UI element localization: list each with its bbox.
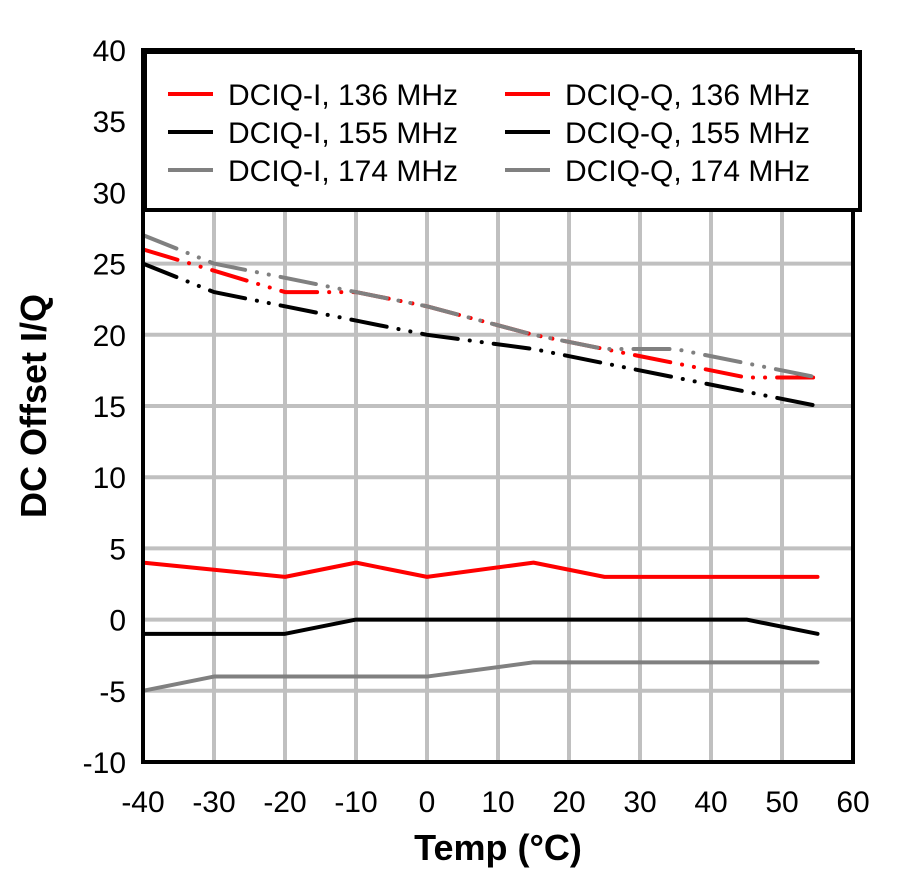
legend-label: DCIQ-I, 155 MHz [228,117,458,150]
series-line-2 [141,247,820,380]
x-tick-label: 60 [836,786,869,819]
legend-label: DCIQ-I, 136 MHz [228,79,458,112]
y-tick-label: -5 [99,676,126,709]
series-line-4 [141,261,820,408]
legend-label: DCIQ-Q, 136 MHz [565,79,810,112]
legend-label: DCIQ-I, 174 MHz [228,155,458,188]
legend-label: DCIQ-Q, 174 MHz [565,155,810,188]
x-tick-label: 20 [552,786,585,819]
legend-box [143,50,862,212]
series-line-1 [141,560,820,579]
series-line-6 [141,233,820,380]
series-line-3 [141,617,820,636]
y-tick-label: 35 [93,106,126,139]
y-tick-label: 10 [93,462,126,495]
y-tick-label: 40 [93,35,126,68]
x-axis-label: Temp (°C) [414,827,582,868]
legend-label: DCIQ-Q, 155 MHz [565,117,810,150]
y-tick-label: 25 [93,249,126,282]
y-axis-label: DC Offset I/Q [13,294,54,518]
series-line-5 [141,660,820,693]
y-tick-label: 30 [93,177,126,210]
y-tick-label: 0 [109,605,126,638]
y-tick-label: 15 [93,391,126,424]
x-tick-label: -40 [121,786,164,819]
x-tick-label: -20 [263,786,306,819]
x-tick-label: 0 [419,786,436,819]
y-tick-label: 5 [109,533,126,566]
x-tick-label: -10 [334,786,377,819]
y-tick-label: -10 [83,747,126,780]
x-tick-label: 30 [623,786,656,819]
x-tick-label: 40 [694,786,727,819]
x-tick-label: 50 [765,786,798,819]
x-tick-label: -30 [192,786,235,819]
x-tick-label: 10 [481,786,514,819]
y-tick-label: 20 [93,320,126,353]
